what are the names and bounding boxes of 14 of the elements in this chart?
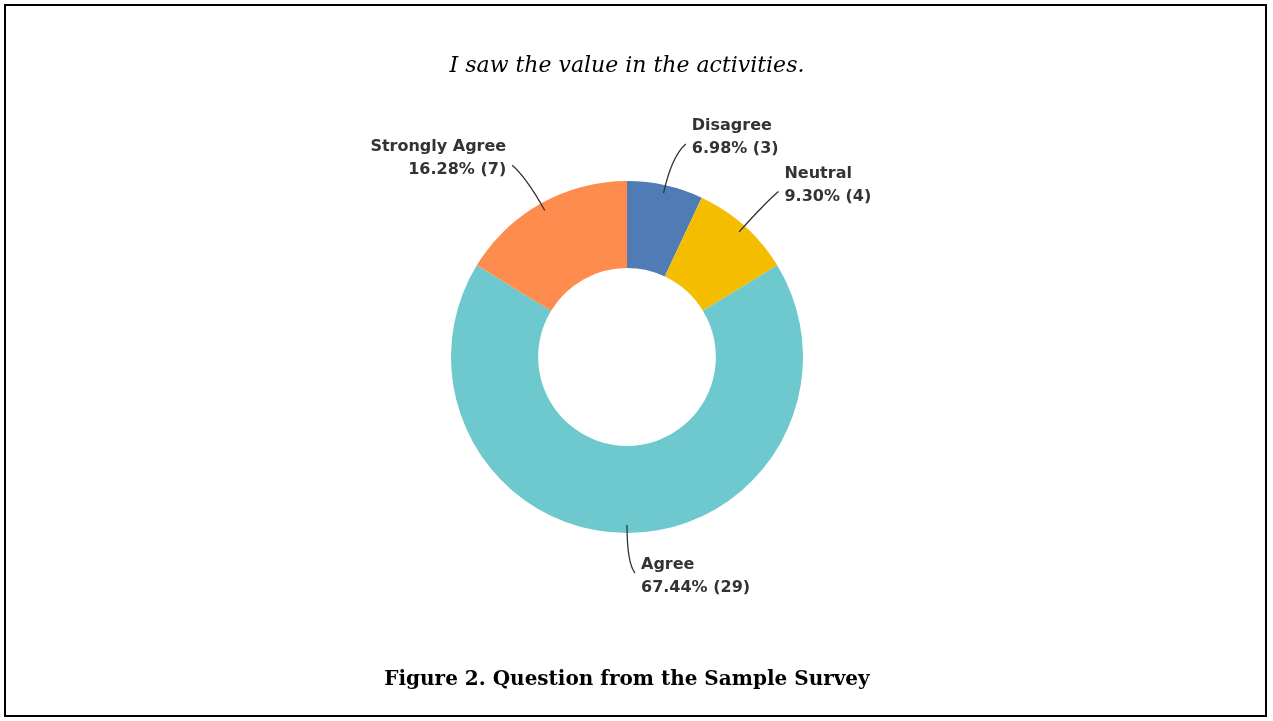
donut-slice	[627, 181, 702, 277]
slice-label: Agree	[641, 554, 695, 573]
data-label: 6.98% (3)	[691, 137, 779, 157]
data-label: 16.28% (7)	[408, 159, 507, 179]
slice-label: Disagree	[691, 114, 773, 134]
chart-title: I saw the value in the activities.	[448, 52, 805, 77]
data-label: 67.44% (29)	[641, 577, 751, 596]
caption: Figure 2. Question from the Sample Survey	[384, 666, 872, 690]
data-label: 9.30% (4)	[784, 185, 872, 205]
donut-slice	[664, 197, 778, 311]
donut-slice	[476, 181, 627, 311]
slice-label: Neutral	[784, 162, 852, 182]
donut-slice	[451, 265, 803, 533]
slice-label: Strongly Agree	[370, 136, 507, 156]
